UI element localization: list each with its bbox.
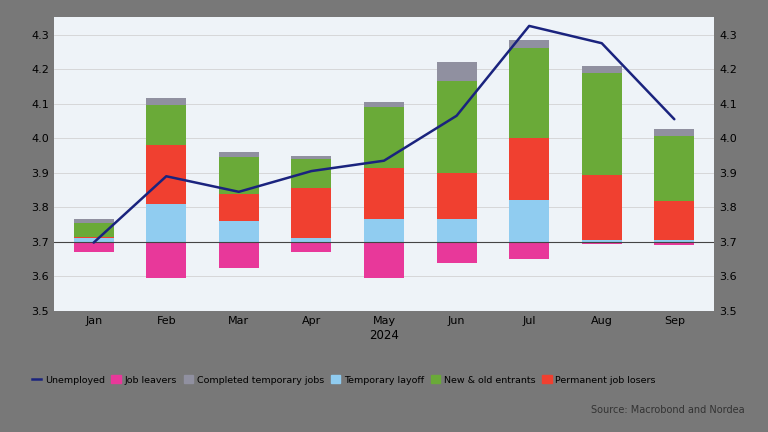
Bar xyxy=(582,242,622,244)
Bar xyxy=(509,48,549,138)
Bar xyxy=(582,175,622,240)
Bar xyxy=(292,238,331,242)
Bar xyxy=(219,221,259,242)
Bar xyxy=(219,152,259,157)
Bar xyxy=(437,219,476,242)
Bar xyxy=(146,145,186,204)
Bar xyxy=(582,240,622,242)
Bar xyxy=(292,156,331,159)
Bar xyxy=(509,138,549,200)
Bar xyxy=(74,238,114,242)
Bar xyxy=(582,66,622,73)
Bar xyxy=(74,219,114,223)
Bar xyxy=(219,242,259,268)
Bar xyxy=(364,102,404,107)
Bar xyxy=(364,168,404,219)
Bar xyxy=(146,204,186,242)
Bar xyxy=(437,81,476,173)
Bar xyxy=(74,242,114,252)
Bar xyxy=(509,242,549,259)
Bar xyxy=(292,188,331,238)
Bar xyxy=(219,157,259,194)
Bar xyxy=(654,242,694,245)
Bar xyxy=(654,129,694,136)
Bar xyxy=(364,107,404,168)
Bar xyxy=(364,242,404,278)
Bar xyxy=(582,73,622,175)
Bar xyxy=(219,194,259,221)
Bar xyxy=(509,40,549,48)
Text: Source: Macrobond and Nordea: Source: Macrobond and Nordea xyxy=(591,405,745,415)
Bar xyxy=(292,159,331,188)
Bar xyxy=(74,223,114,237)
Bar xyxy=(437,173,476,219)
Bar xyxy=(364,219,404,242)
Bar xyxy=(437,242,476,263)
Bar xyxy=(437,62,476,81)
X-axis label: 2024: 2024 xyxy=(369,329,399,342)
Bar xyxy=(292,242,331,252)
Bar xyxy=(146,105,186,145)
Bar xyxy=(654,136,694,201)
Bar xyxy=(509,200,549,242)
Bar xyxy=(654,240,694,242)
Legend: Unemployed, Job leavers, Completed temporary jobs, Temporary layoff, New & old e: Unemployed, Job leavers, Completed tempo… xyxy=(28,372,660,388)
Bar xyxy=(654,201,694,240)
Bar xyxy=(74,237,114,238)
Bar xyxy=(146,242,186,278)
Bar xyxy=(146,98,186,105)
